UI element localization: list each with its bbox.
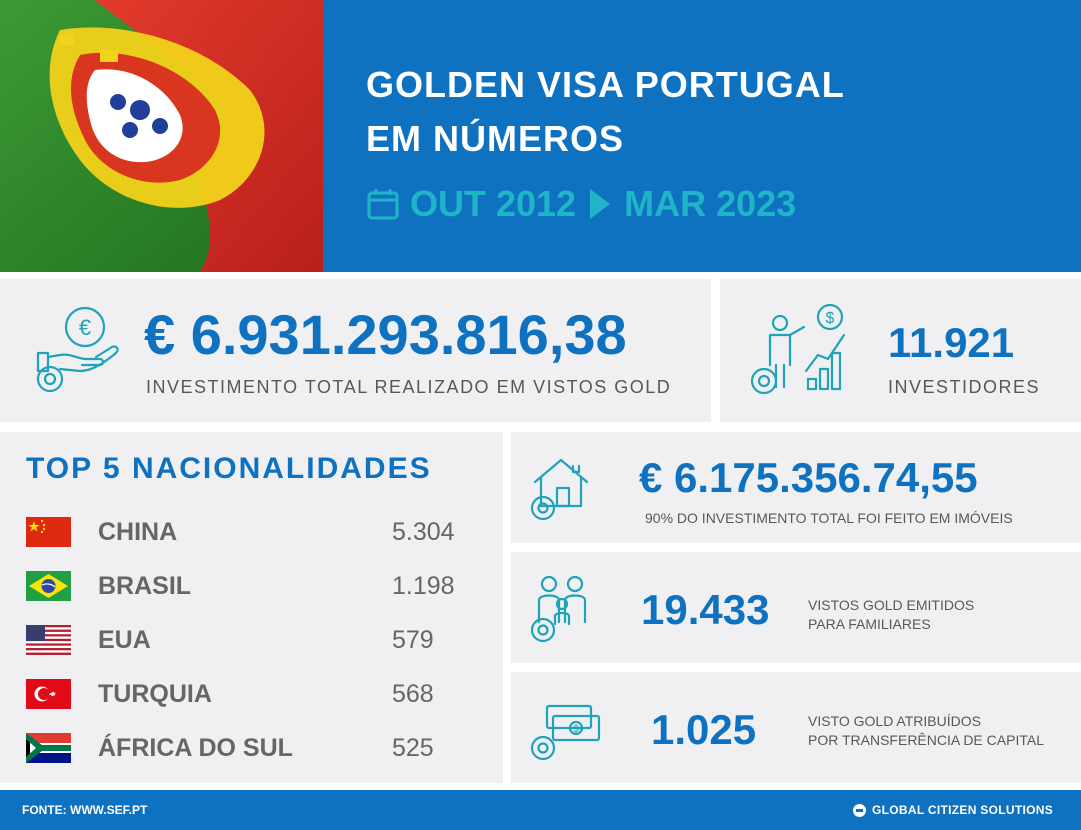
total-investment-card: € € 6.931.293.816,38 INVESTIMENTO TOTAL …	[0, 279, 711, 422]
total-investment-amount: € 6.931.293.816,38	[144, 303, 627, 366]
total-investment-caption: INVESTIMENTO TOTAL REALIZADO EM VISTOS G…	[146, 377, 672, 397]
investor-growth-icon: $	[750, 303, 846, 395]
list-item: CHINA 5.304	[0, 512, 480, 552]
china-flag-icon	[26, 517, 71, 547]
family-visas-card: 19.433 VISTOS GOLD EMITIDOS PARA FAMILIA…	[511, 552, 1081, 663]
capital-transfer-caption-line1: VISTO GOLD ATRIBUÍDOS	[808, 713, 981, 729]
calendar-icon	[367, 189, 399, 220]
turkey-flag-icon	[26, 679, 71, 709]
country-name: EUA	[98, 626, 151, 654]
real-estate-card: € 6.175.356.74,55 90% DO INVESTIMENTO TO…	[511, 432, 1081, 543]
footer-brand: GLOBAL CITIZEN SOLUTIONS	[853, 790, 1053, 830]
footer: FONTE: WWW.SEF.PT GLOBAL CITIZEN SOLUTIO…	[0, 790, 1081, 830]
date-end: MAR 2023	[624, 183, 797, 224]
family-visas-count: 19.433	[641, 586, 770, 633]
family-visas-caption-line2: PARA FAMILIARES	[808, 616, 931, 632]
date-range: OUT 2012 MAR 2023	[366, 182, 796, 226]
country-count: 525	[392, 734, 434, 762]
country-name: TURQUIA	[98, 680, 212, 708]
page-title-line1: GOLDEN VISA PORTUGAL	[366, 64, 845, 105]
list-item: EUA 579	[0, 620, 480, 660]
investors-caption: INVESTIDORES	[888, 377, 1041, 397]
footer-source: FONTE: WWW.SEF.PT	[22, 803, 148, 817]
investors-count: 11.921	[888, 319, 1015, 366]
country-name: CHINA	[98, 518, 178, 546]
south-africa-flag-icon	[26, 733, 71, 763]
svg-text:$: $	[573, 724, 579, 735]
family-icon	[530, 575, 587, 643]
capital-transfer-count: 1.025	[651, 706, 757, 753]
country-name: BRASIL	[98, 572, 192, 600]
list-item: TURQUIA 568	[0, 674, 480, 714]
capital-transfer-caption-line2: POR TRANSFERÊNCIA DE CAPITAL	[808, 732, 1044, 748]
capital-transfer-card: $ 1.025 VISTO GOLD ATRIBUÍDOS POR TRANSF…	[511, 672, 1081, 783]
portugal-flag-photo	[0, 0, 323, 272]
country-count: 579	[392, 626, 434, 654]
brazil-flag-icon	[26, 571, 71, 601]
country-count: 5.304	[392, 518, 455, 546]
euro-hand-icon: €	[36, 306, 119, 393]
svg-text:$: $	[826, 310, 835, 327]
house-icon	[530, 458, 589, 521]
page-title-line2: EM NÚMEROS	[366, 118, 625, 159]
money-bills-icon: $	[530, 704, 601, 761]
play-arrow-icon	[590, 189, 611, 219]
nationalities-card: TOP 5 NACIONALIDADES CHINA 5.304 BRASIL …	[0, 432, 503, 783]
usa-flag-icon	[26, 625, 71, 655]
real-estate-caption: 90% DO INVESTIMENTO TOTAL FOI FEITO EM I…	[645, 510, 1013, 526]
list-item: BRASIL 1.198	[0, 566, 480, 606]
brand-name: GLOBAL CITIZEN SOLUTIONS	[872, 803, 1053, 817]
country-name: ÁFRICA DO SUL	[98, 734, 293, 762]
list-item: ÁFRICA DO SUL 525	[0, 728, 480, 768]
date-start: OUT 2012	[410, 183, 577, 224]
brand-logo-icon	[853, 803, 867, 817]
nationalities-title: TOP 5 NACIONALIDADES	[26, 452, 432, 485]
header-panel: GOLDEN VISA PORTUGAL EM NÚMEROS OUT 2012…	[323, 0, 1081, 272]
investors-card: $ 11.921 INVESTIDORES	[720, 279, 1081, 422]
svg-text:€: €	[79, 315, 91, 340]
country-count: 568	[392, 680, 434, 708]
real-estate-amount: € 6.175.356.74,55	[639, 454, 978, 501]
family-visas-caption-line1: VISTOS GOLD EMITIDOS	[808, 597, 975, 613]
country-count: 1.198	[392, 572, 455, 600]
